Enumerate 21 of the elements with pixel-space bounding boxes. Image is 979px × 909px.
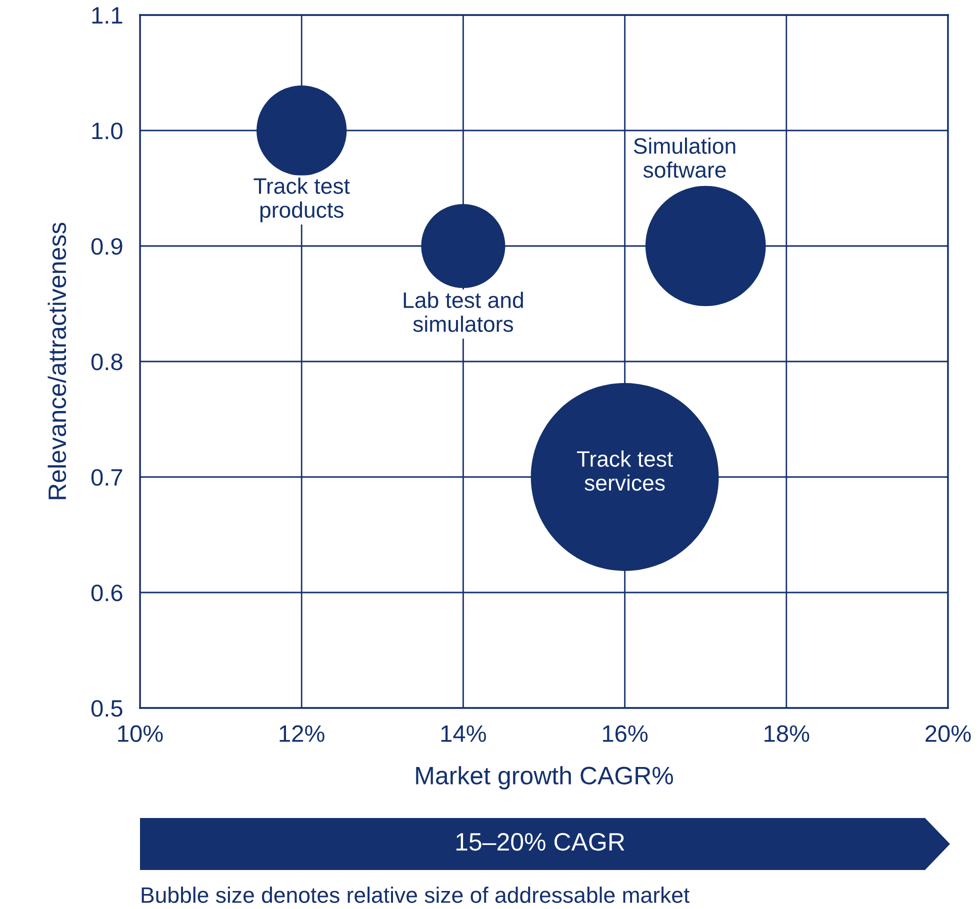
- annotation: Lab test and simulators: [404, 292, 523, 332]
- y-tick-label: 0.7: [91, 469, 122, 486]
- x-tick-label: 16%: [602, 725, 648, 742]
- x-tick-label: 20%: [926, 725, 971, 742]
- annotation: Track test services: [576, 450, 673, 491]
- x-tick-label: 12%: [280, 725, 324, 742]
- y-tick-label: 0.9: [91, 238, 122, 255]
- y-tick-label: 1.1: [92, 7, 122, 24]
- x-axis-title: Market growth CAGR%: [416, 766, 674, 790]
- x-tick-label: 14%: [441, 725, 486, 742]
- annotation: Track test products: [254, 178, 350, 222]
- y-tick-label: 1.0: [92, 122, 122, 140]
- text: 15–20% CAGR: [456, 833, 624, 851]
- text: Bubble size denotes relative size of addressable market: [142, 886, 690, 903]
- y-tick-label: 0.5: [91, 700, 122, 717]
- y-tick-label: 0.6: [91, 584, 122, 602]
- x-tick-label: 18%: [764, 725, 810, 742]
- y-tick-label: 0.8: [91, 354, 122, 370]
- x-tick-label: 10%: [118, 725, 163, 742]
- y-axis-title: Relevance/attractiveness: [48, 222, 66, 500]
- annotation: Simulation software: [634, 138, 736, 178]
